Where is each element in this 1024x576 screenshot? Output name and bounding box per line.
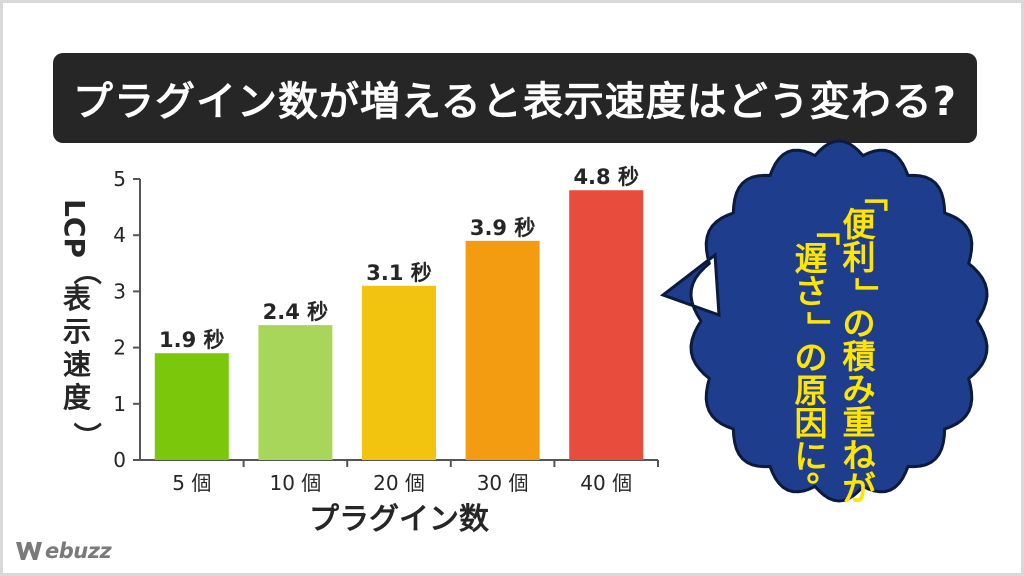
y-label-glyph: 速 <box>63 348 91 381</box>
bubble-glyph: 便 <box>843 205 877 244</box>
y-label-latin: LCP <box>58 199 91 258</box>
brand-logo: ebuzz <box>15 539 112 563</box>
bar <box>258 325 333 460</box>
bubble-shape <box>659 139 989 503</box>
page-title: プラグイン数が増えると表示速度はどう変わる? <box>72 79 957 125</box>
bubble-glyph: ね <box>843 436 876 475</box>
bubble-glyph: 」 <box>803 312 842 345</box>
y-tick-label: 0 <box>113 448 126 472</box>
x-tick-label: 10 個 <box>269 471 321 495</box>
slide-frame: プラグイン数が増えると表示速度はどう変わる? LCP （表示速度 ） 0 1 2 3 4 5 … <box>3 3 1021 573</box>
y-label-glyph: （ <box>70 257 103 285</box>
bar-data-label: 3.9 秒 <box>470 216 536 240</box>
bubble-glyph: 因 <box>795 404 828 443</box>
bubble-glyph: み <box>843 370 876 409</box>
y-tick-label: 3 <box>113 279 126 303</box>
bubble-glyph: 重 <box>843 403 876 442</box>
y-label-glyph: 度 <box>63 381 91 414</box>
chart: LCP（表示速度 ） 0 1 2 3 4 5 1.9 秒 5 個 2.4 秒 10 個 3.1 秒 2… <box>58 139 989 537</box>
bubble-glyph: の <box>843 304 876 343</box>
y-label-glyph: 表 <box>63 282 91 315</box>
y-axis-label: LCP（表示速度 ） <box>58 199 103 450</box>
title-bar: プラグイン数が増えると表示速度はどう変わる? <box>53 53 977 143</box>
bubble-glyph: 」 <box>851 278 890 311</box>
logo-text: ebuzz <box>45 539 112 563</box>
x-tick-label: 20 個 <box>373 471 425 495</box>
bar <box>465 240 540 460</box>
x-tick-label: 30 個 <box>477 471 529 495</box>
bar-data-label: 2.4 秒 <box>263 300 329 324</box>
y-tick-label: 4 <box>113 223 126 247</box>
bar <box>569 190 644 461</box>
bar <box>154 353 229 460</box>
y-tick-label: 1 <box>113 392 126 416</box>
bubble-glyph: が <box>843 469 876 508</box>
bar-data-label: 3.1 秒 <box>366 261 432 285</box>
bubble-glyph: 「 <box>803 213 842 246</box>
bubble-glyph: 。 <box>807 450 840 489</box>
bubble-glyph: に <box>795 437 828 476</box>
bar-data-label: 1.9 秒 <box>159 328 225 352</box>
x-tick-label: 40 個 <box>580 471 632 495</box>
w-logo-icon <box>16 542 42 560</box>
bubble-glyph: 原 <box>795 371 828 410</box>
bubble-glyph: 「 <box>851 179 890 212</box>
bubble-glyph: さ <box>795 272 828 311</box>
bubble-glyph: 遅 <box>795 239 828 278</box>
x-tick-label: 5 個 <box>172 471 211 495</box>
bar <box>362 285 436 460</box>
y-tick-label: 2 <box>113 336 126 360</box>
bubble-glyph: 利 <box>843 238 876 277</box>
x-axis-label: プラグイン数 <box>309 502 490 537</box>
bubble-glyph: 積 <box>843 337 876 376</box>
bar-data-label: 4.8 秒 <box>573 165 639 189</box>
bubble-glyph: の <box>795 338 828 377</box>
y-label-glyph: 示 <box>63 315 91 348</box>
y-label-glyph: ） <box>70 422 103 450</box>
y-tick-label: 5 <box>113 167 126 191</box>
